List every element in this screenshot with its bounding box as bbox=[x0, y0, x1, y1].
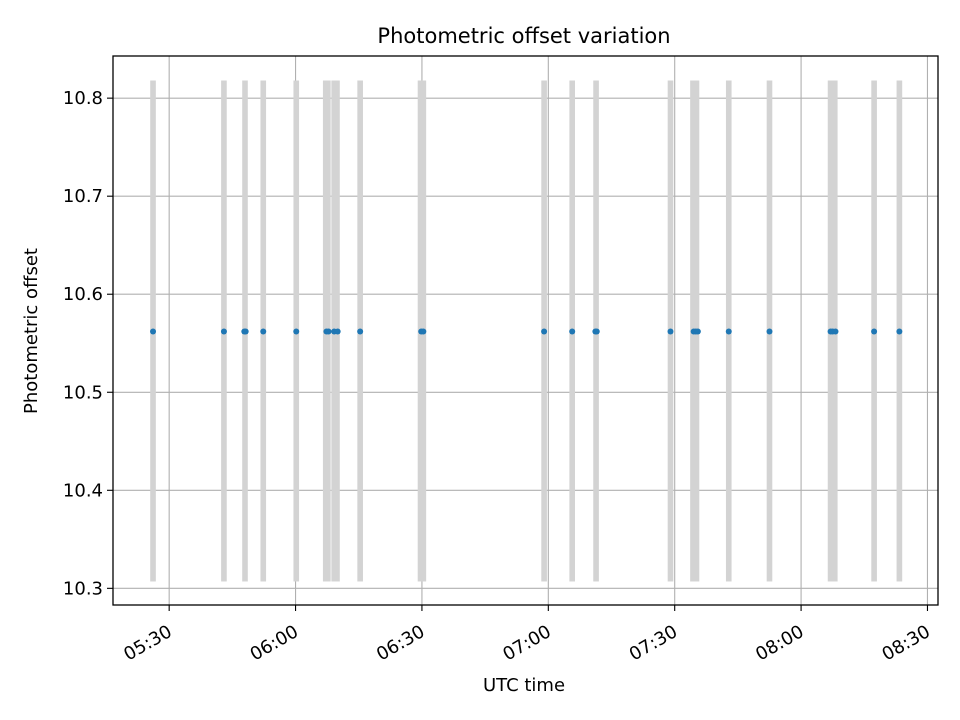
y-tick-label: 10.3 bbox=[63, 578, 103, 599]
data-point bbox=[357, 328, 364, 335]
data-point bbox=[766, 328, 773, 335]
y-tick-label: 10.8 bbox=[63, 88, 103, 109]
data-point bbox=[242, 328, 249, 335]
data-point bbox=[541, 328, 548, 335]
grid-lines bbox=[113, 56, 938, 605]
plot-frame bbox=[112, 55, 939, 606]
data-point bbox=[150, 328, 157, 335]
data-point bbox=[260, 328, 267, 335]
y-tick-label: 10.5 bbox=[63, 382, 103, 403]
data-point bbox=[334, 328, 341, 335]
data-point bbox=[694, 328, 701, 335]
data-point bbox=[420, 328, 427, 335]
y-tick-label: 10.4 bbox=[63, 480, 103, 501]
data-point bbox=[667, 328, 674, 335]
y-tick-label: 10.7 bbox=[63, 186, 103, 207]
data-point bbox=[832, 328, 839, 335]
y-axis-label: Photometric offset bbox=[21, 248, 42, 414]
chart-title: Photometric offset variation bbox=[377, 24, 670, 48]
data-point bbox=[871, 328, 878, 335]
data-point bbox=[896, 328, 903, 335]
data-point bbox=[325, 328, 332, 335]
scatter-points bbox=[150, 328, 903, 335]
data-point bbox=[593, 328, 600, 335]
data-point bbox=[220, 328, 227, 335]
data-point bbox=[293, 328, 300, 335]
data-point bbox=[569, 328, 576, 335]
x-axis-label: UTC time bbox=[483, 675, 565, 696]
y-tick-label: 10.6 bbox=[63, 284, 103, 305]
data-point bbox=[725, 328, 732, 335]
